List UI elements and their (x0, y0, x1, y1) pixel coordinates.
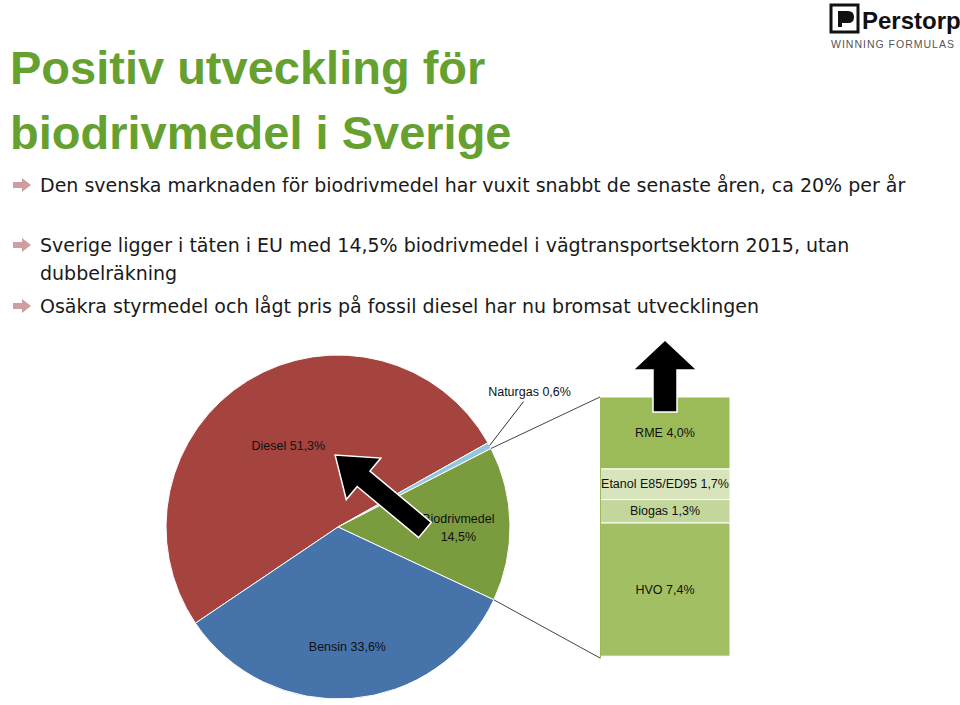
slide-title: Positiv utveckling för biodrivmedel i Sve… (10, 41, 512, 159)
pie-slice (195, 527, 493, 699)
bullet-text: Sverige ligger i täten i EU med 14,5% bi… (40, 234, 849, 284)
connector-line (491, 397, 600, 448)
label-value: 7,4% (666, 583, 695, 597)
bullet-text: Den svenska marknaden för biodrivmedel h… (40, 174, 905, 196)
label-name: Biodrivmedel (422, 512, 494, 526)
label-value: 1,3% (672, 504, 701, 518)
data-label: Biodrivmedel 14,5% (422, 512, 494, 544)
pie-slices (166, 355, 510, 699)
data-label: Bensin 33,6% (309, 640, 386, 654)
axis-line (600, 398, 601, 659)
logo-name: Perstorp (862, 7, 960, 34)
trend-arrow (318, 434, 442, 550)
bullet-icon (13, 238, 31, 252)
data-label: Biogas 1,3% (630, 504, 700, 518)
label-value: 1,7% (700, 477, 729, 491)
connector-line (494, 600, 600, 658)
bullet-line: dubbelräkning (40, 262, 177, 284)
logo-icon-mark (838, 11, 854, 27)
label-name: Bensin (309, 640, 347, 654)
data-label: Etanol E85/ED95 1,7% (601, 477, 729, 491)
label-name: HVO (635, 583, 662, 597)
bullet-icon (13, 178, 31, 192)
label-value: 14,5% (441, 530, 476, 544)
bar-segment (600, 500, 730, 523)
bar-segment (600, 523, 730, 656)
title-line: Positiv utveckling för (10, 41, 485, 94)
pie-labels: Diesel 51,3% Naturgas 0,6% Biodrivmedel 14,… (252, 385, 571, 654)
label-name: RME (635, 426, 663, 440)
label-name: Etanol E85/ED95 (601, 477, 697, 491)
slide-canvas: Positiv utveckling för biodrivmedel i Sve… (0, 0, 960, 705)
bar-segment (600, 469, 730, 500)
label-value: 0,6% (542, 385, 571, 399)
data-label: RME 4,0% (635, 426, 695, 440)
bullet-text: Osäkra styrmedel och lågt pris på fossil… (40, 295, 759, 317)
label-name: Diesel (252, 439, 287, 453)
label-value: 51,3% (290, 439, 325, 453)
bullet-line: Sverige ligger i täten i EU med 14,5% bi… (40, 234, 849, 256)
slide: Positiv utveckling för biodrivmedel i Sve… (0, 0, 960, 705)
pie-plot (166, 355, 510, 699)
logo: Perstorp WINNING FORMULAS (831, 5, 960, 50)
bullet-line: Osäkra styrmedel och lågt pris på fossil… (40, 295, 759, 317)
label-name: Naturgas (488, 385, 539, 399)
leader-line (490, 402, 524, 446)
bar-plot (600, 397, 730, 656)
logo-icon (831, 5, 858, 32)
title-line: biodrivmedel i Sverige (10, 106, 512, 159)
bullet-line: Den svenska marknaden för biodrivmedel h… (40, 174, 905, 196)
label-value: 33,6% (351, 640, 386, 654)
bullet-icon (13, 299, 31, 313)
data-label: HVO 7,4% (635, 583, 694, 597)
label-name: Biogas (630, 504, 668, 518)
logo-tagline: WINNING FORMULAS (831, 38, 955, 50)
label-value: 4,0% (666, 426, 695, 440)
data-label: Naturgas 0,6% (488, 385, 571, 399)
bar-axis (600, 398, 601, 659)
bar-labels: RME 4,0%Etanol E85/ED95 1,7%Biogas 1,3%H… (601, 426, 729, 597)
trend-arrow-up (633, 340, 697, 412)
data-label: Diesel 51,3% (252, 439, 326, 453)
